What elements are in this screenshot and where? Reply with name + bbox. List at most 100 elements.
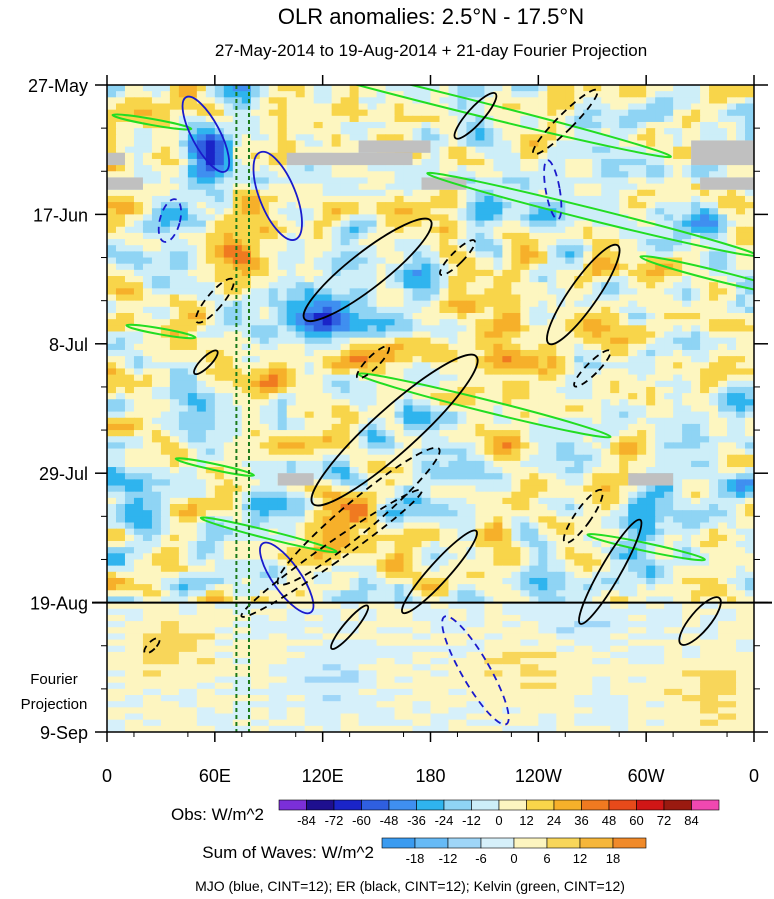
obs-cell xyxy=(511,423,521,431)
obs-cell xyxy=(709,202,719,209)
obs-cell xyxy=(349,140,360,148)
obs-cell xyxy=(349,454,360,462)
obs-cell xyxy=(520,436,530,443)
obs-cell xyxy=(259,331,270,339)
obs-cell xyxy=(673,239,683,246)
obs-cell xyxy=(376,411,387,419)
obs-cell xyxy=(655,430,665,437)
obs-cell xyxy=(439,158,450,166)
obs-cell xyxy=(259,245,270,252)
obs-cell xyxy=(142,306,153,314)
obs-cell xyxy=(619,491,629,499)
obs-cell xyxy=(565,257,575,265)
obs-cell xyxy=(187,485,198,493)
obs-cell xyxy=(664,214,674,222)
obs-cell xyxy=(637,411,647,419)
obs-cell xyxy=(664,343,674,351)
obs-cell xyxy=(214,300,225,308)
obs-cell xyxy=(107,386,117,394)
obs-cell xyxy=(565,504,575,511)
obs-cell xyxy=(259,195,270,203)
obs-cell xyxy=(565,146,575,154)
obs-cell xyxy=(565,423,575,431)
obs-cell xyxy=(484,460,495,468)
obs-cell xyxy=(304,257,315,265)
obs-cell xyxy=(412,251,423,259)
obs-cell xyxy=(691,245,701,252)
obs-cell xyxy=(331,232,342,240)
obs-cell xyxy=(142,380,153,388)
obs-cell xyxy=(232,430,243,437)
obs-cell xyxy=(628,362,638,370)
obs-cell xyxy=(187,300,198,308)
obs-cell xyxy=(628,294,638,302)
obs-cell xyxy=(547,405,557,413)
obs-cell xyxy=(421,491,432,499)
obs-cell xyxy=(421,374,432,382)
obs-cell xyxy=(295,306,306,314)
obs-cell xyxy=(421,226,432,234)
obs-cell xyxy=(646,343,656,351)
obs-cell xyxy=(610,202,620,209)
obs-cell xyxy=(601,467,611,474)
obs-cell xyxy=(718,356,728,363)
obs-cell xyxy=(376,128,387,135)
obs-cell xyxy=(115,386,126,394)
obs-cell xyxy=(709,491,719,499)
obs-cell xyxy=(691,165,701,172)
obs-cell xyxy=(340,226,351,234)
obs-cell xyxy=(268,121,279,129)
obs-cell xyxy=(457,325,468,333)
obs-cell xyxy=(511,128,521,135)
obs-cell xyxy=(664,202,674,209)
obs-cell xyxy=(538,448,548,456)
obs-cell xyxy=(169,103,180,111)
obs-cell xyxy=(457,479,468,487)
obs-cell xyxy=(484,263,495,271)
obs-cell xyxy=(628,405,638,413)
obs-cell xyxy=(241,374,252,382)
obs-cell xyxy=(223,214,234,222)
obs-cell xyxy=(205,239,216,246)
obs-cell xyxy=(358,251,369,259)
obs-cell xyxy=(286,171,297,179)
obs-cell xyxy=(700,436,710,443)
obs-cell xyxy=(322,325,333,333)
obs-cell xyxy=(628,448,638,456)
obs-cell xyxy=(421,103,432,111)
obs-cell xyxy=(250,115,261,123)
obs-cell xyxy=(655,183,665,191)
obs-cell xyxy=(403,177,414,185)
obs-cell xyxy=(745,214,754,222)
obs-cell xyxy=(691,491,701,499)
obs-cell xyxy=(196,312,207,320)
obs-cell xyxy=(313,306,324,314)
obs-cell xyxy=(592,331,602,339)
obs-cell xyxy=(313,232,324,240)
obs-cell xyxy=(484,479,495,487)
obs-cell xyxy=(187,269,198,277)
obs-cell xyxy=(673,423,683,431)
obs-cell xyxy=(655,386,665,394)
obs-cell xyxy=(241,337,252,345)
obs-cell xyxy=(250,128,261,135)
obs-cell xyxy=(592,276,602,283)
obs-cell xyxy=(511,276,521,283)
obs-cell xyxy=(448,436,459,443)
obs-cell xyxy=(340,134,351,142)
obs-cell xyxy=(736,171,746,179)
obs-cell xyxy=(313,294,324,302)
obs-cell xyxy=(412,306,423,314)
obs-cell xyxy=(349,504,360,511)
obs-cell xyxy=(214,312,225,320)
obs-cell xyxy=(601,109,611,117)
obs-cell xyxy=(295,121,306,129)
obs-cell xyxy=(295,374,306,382)
obs-cell xyxy=(448,343,459,351)
obs-cell xyxy=(502,115,512,123)
obs-cell xyxy=(565,232,575,240)
obs-cell xyxy=(187,312,198,320)
obs-cell xyxy=(502,405,512,413)
obs-cell xyxy=(520,485,530,493)
obs-cell xyxy=(160,430,171,437)
